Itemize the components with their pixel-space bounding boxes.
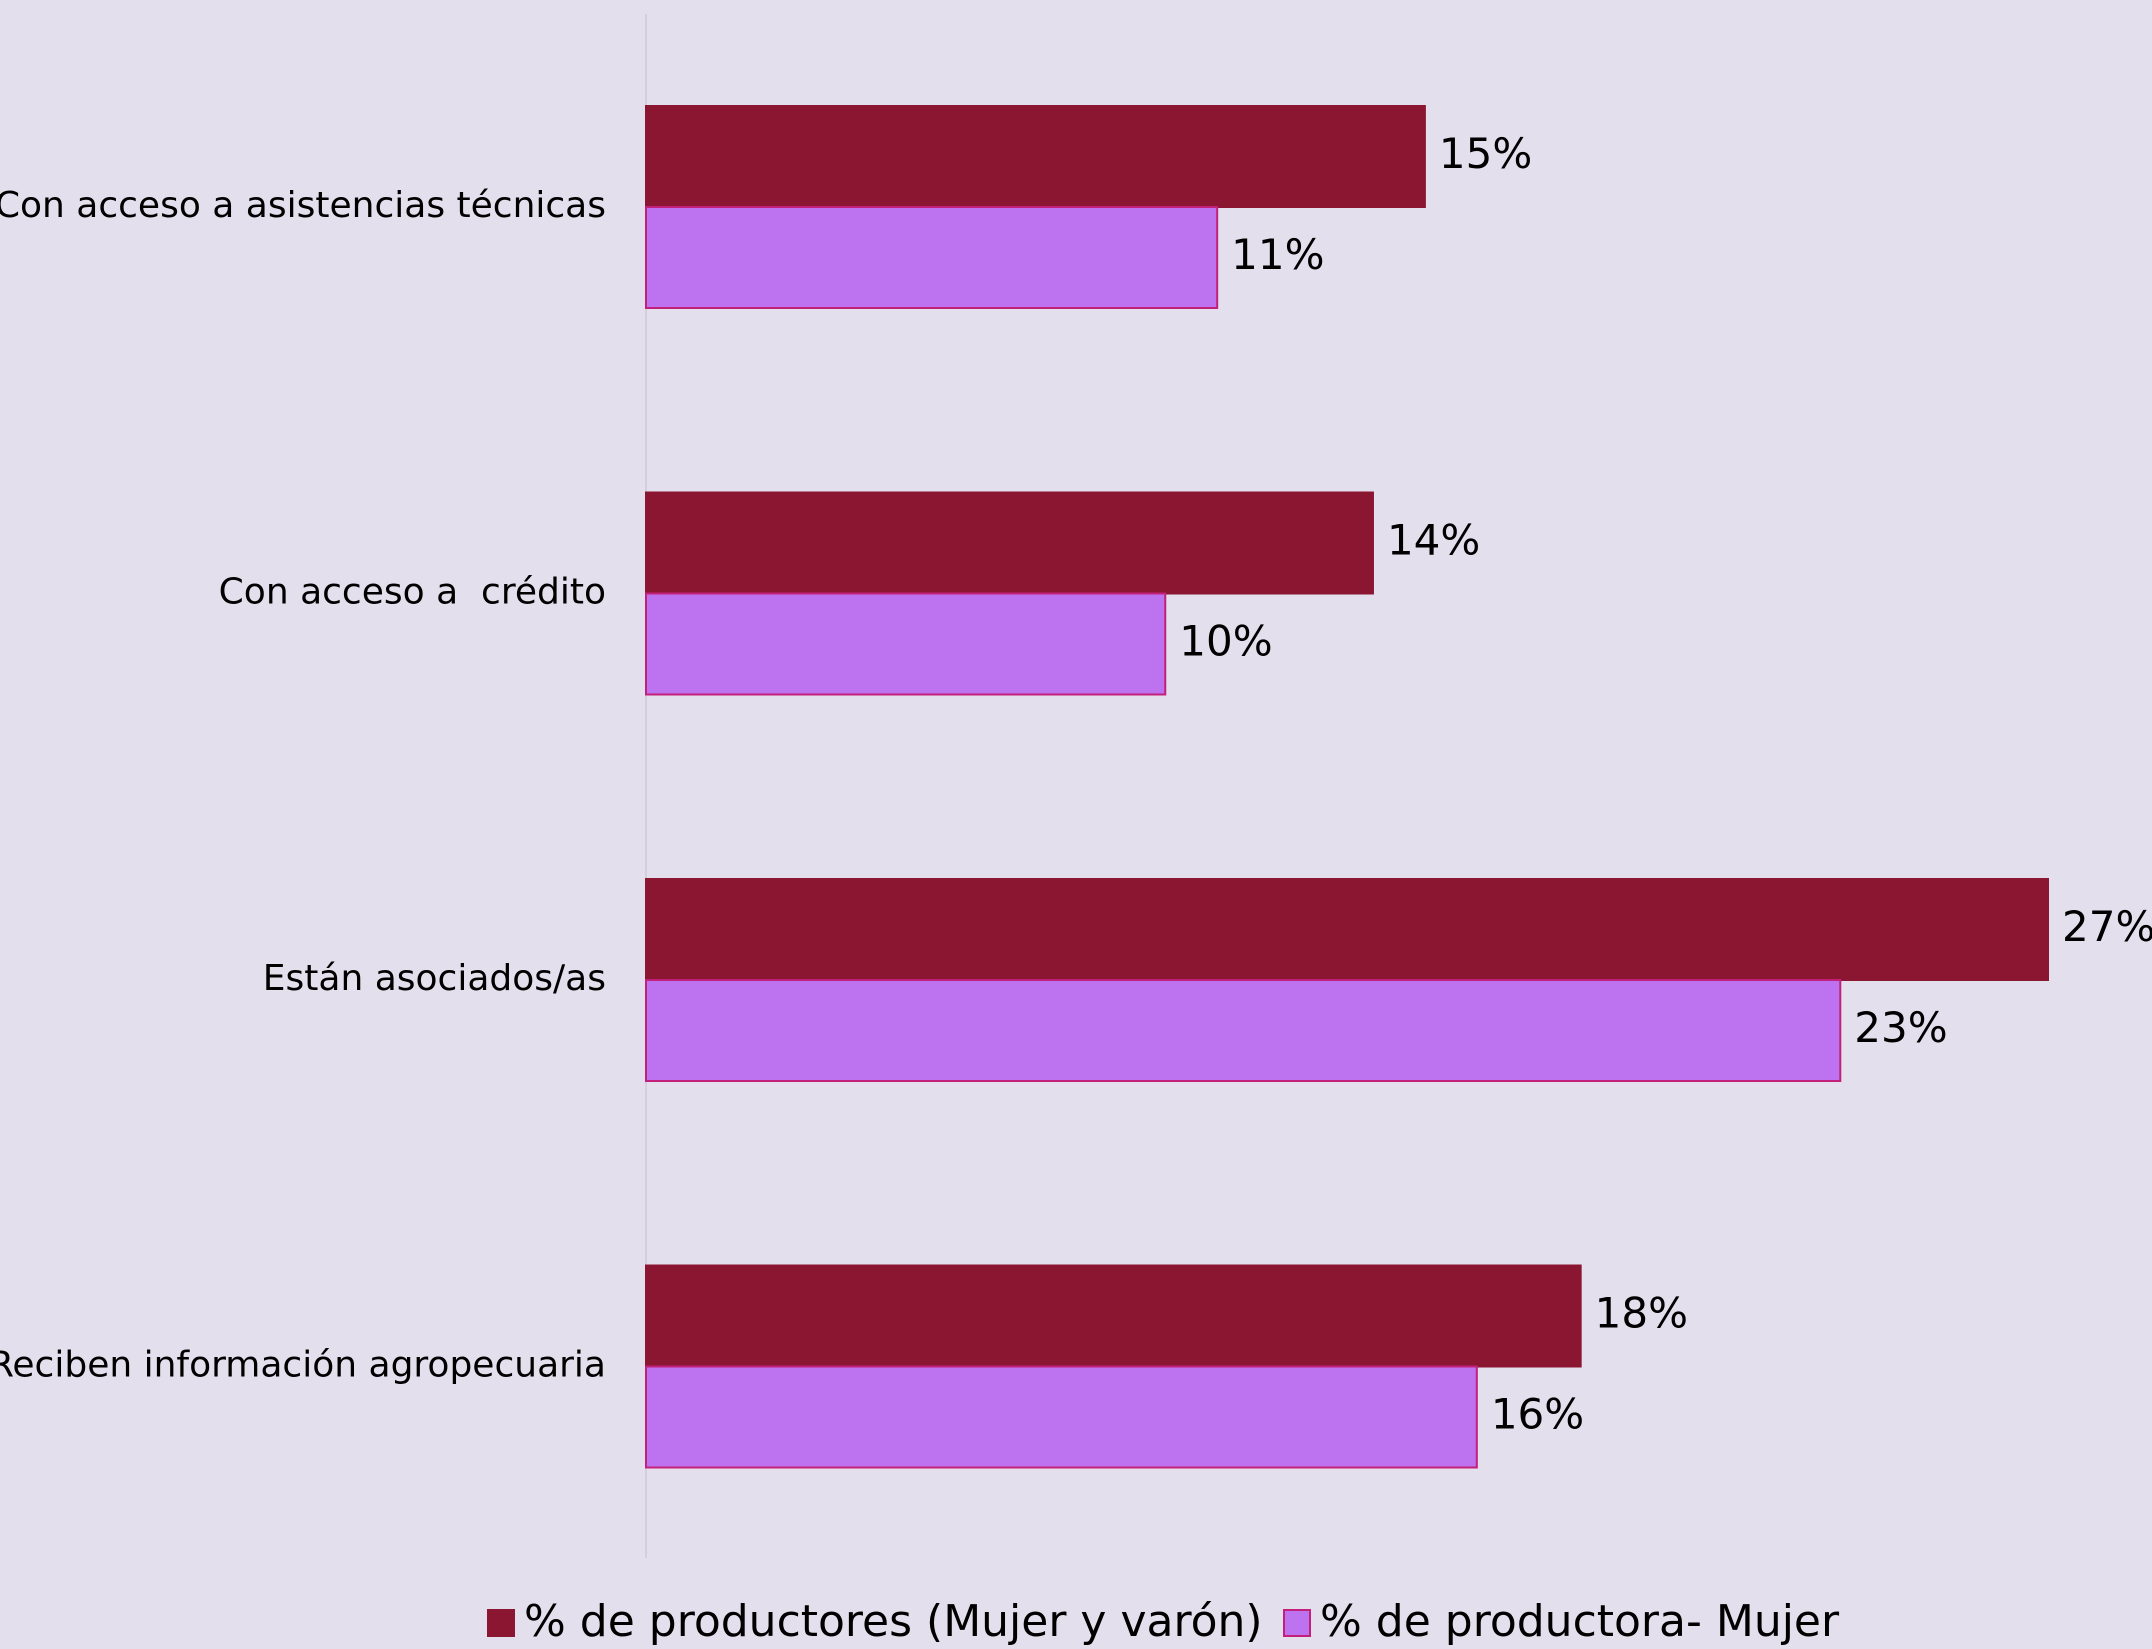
bars-group <box>645 105 2049 1469</box>
legend-label-total: % de productores (Mujer y varón) <box>524 1596 1263 1647</box>
bar-women-3 <box>645 1365 1478 1469</box>
legend-swatch-total <box>487 1609 515 1637</box>
bar-women-0 <box>645 206 1219 309</box>
legend-label-women: % de productora- Mujer <box>1320 1596 1840 1647</box>
data-label: 16% <box>1491 1390 1584 1439</box>
legend-swatch-women <box>1283 1609 1311 1637</box>
data-label: 18% <box>1595 1289 1688 1338</box>
data-label: 15% <box>1439 129 1532 178</box>
category-label: Con acceso a crédito <box>219 572 606 613</box>
data-label: 11% <box>1231 230 1324 279</box>
bar-total-1 <box>645 491 1374 595</box>
bar-total-0 <box>645 105 1426 208</box>
category-label: Están asociados/as <box>263 958 606 999</box>
bar-total-3 <box>645 1264 1582 1368</box>
bar-women-2 <box>645 979 1842 1082</box>
legend: % de productores (Mujer y varón) % de pro… <box>487 1596 1840 1647</box>
bar-total-2 <box>645 878 2049 981</box>
bar-women-1 <box>645 592 1167 696</box>
data-label: 27% <box>2062 902 2152 951</box>
data-label: 23% <box>1854 1003 1947 1052</box>
category-label: Reciben información agropecuaria <box>0 1345 606 1386</box>
data-label: 14% <box>1387 516 1480 565</box>
labels-group: Con acceso a asistencias técnicas 15% 11% C… <box>0 129 2152 1439</box>
category-label: Con acceso a asistencias técnicas <box>0 185 606 226</box>
data-label: 10% <box>1179 617 1272 666</box>
